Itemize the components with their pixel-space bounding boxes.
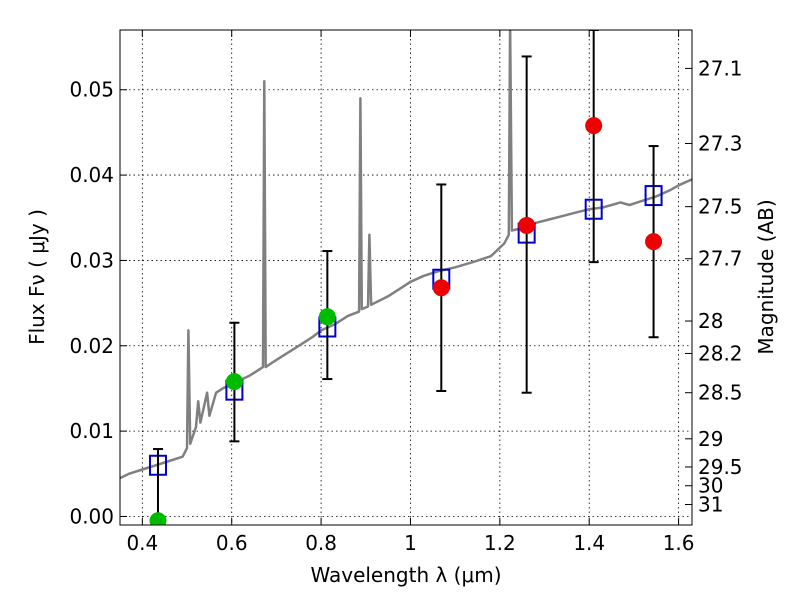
grid-lines bbox=[120, 30, 692, 525]
right-axis-label: Magnitude (AB) bbox=[754, 199, 778, 354]
right-tick-label: 29.5 bbox=[698, 455, 743, 479]
right-tick-label: 28.2 bbox=[698, 341, 743, 365]
y-tick-label: 0.00 bbox=[69, 504, 114, 528]
y-tick-label: 0.03 bbox=[69, 248, 114, 272]
right-tick-label: 27.1 bbox=[698, 56, 743, 80]
right-tick-label: 28.5 bbox=[698, 381, 743, 405]
x-tick-label: 1.6 bbox=[663, 531, 695, 555]
y-tick-label: 0.05 bbox=[69, 78, 114, 102]
photometry-point bbox=[432, 279, 450, 297]
y-axis-label: Flux Fν ( μJy ) bbox=[25, 209, 49, 345]
photometry-point bbox=[225, 373, 243, 391]
x-tick-label: 1.4 bbox=[573, 531, 605, 555]
right-tick-label: 30 bbox=[698, 474, 723, 498]
right-tick-label: 27.5 bbox=[698, 195, 743, 219]
plot-area bbox=[120, 30, 692, 525]
right-tick-label: 31 bbox=[698, 493, 723, 517]
photometry-point bbox=[149, 512, 167, 525]
right-tick-label: 28 bbox=[698, 309, 723, 333]
x-tick-label: 1 bbox=[404, 531, 417, 555]
x-tick-label: 0.8 bbox=[305, 531, 337, 555]
y-tick-label: 0.01 bbox=[69, 419, 114, 443]
y-tick-label: 0.02 bbox=[69, 334, 114, 358]
plot-frame bbox=[119, 29, 693, 526]
x-axis-label: Wavelength λ (μm) bbox=[310, 563, 501, 587]
right-tick-label: 27.7 bbox=[698, 247, 743, 271]
right-tick-label: 27.3 bbox=[698, 132, 743, 156]
y-tick-label: 0.04 bbox=[69, 163, 114, 187]
photometry-point bbox=[645, 233, 663, 251]
axis-ticks: 0.4 0.6 0.8 1 1.2 1.4 1.6 0.00 0.01 0.02 0.03 0.04 0… bbox=[69, 30, 743, 555]
photometry-point bbox=[318, 308, 336, 326]
x-tick-label: 0.4 bbox=[126, 531, 158, 555]
photometry-point bbox=[585, 117, 603, 135]
right-tick-label: 29 bbox=[698, 427, 723, 451]
x-tick-label: 1.2 bbox=[484, 531, 516, 555]
spectrum-line bbox=[120, 30, 692, 480]
x-tick-label: 0.6 bbox=[216, 531, 248, 555]
photometry-point bbox=[518, 216, 536, 234]
